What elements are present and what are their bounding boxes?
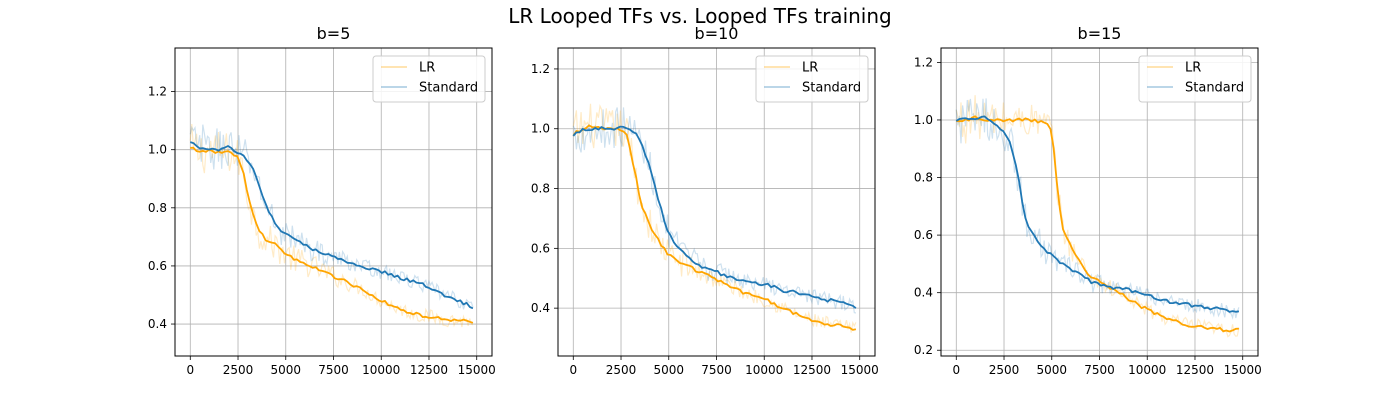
series-line-standard [955, 115, 1240, 313]
subplot-title: b=5 [317, 24, 351, 43]
legend-label-standard: Standard [1185, 81, 1244, 96]
series-line-lr [190, 146, 474, 324]
series-noise-standard [572, 107, 857, 314]
x-tick-label: 2500 [989, 363, 1020, 377]
x-tick-label: 7500 [318, 363, 349, 377]
x-tick-label: 10000 [362, 363, 400, 377]
tick-layer: 0 2500 5000 7500 10000 12500 15000 0.2 0.4 0.6 0.8… [914, 55, 1262, 377]
y-tick-label: 1.2 [914, 55, 933, 69]
x-tick-label: 7500 [701, 363, 732, 377]
series-line-layer [955, 115, 1240, 333]
tick-layer: 0 2500 5000 7500 10000 12500 15000 0.4 0.6 0.8 1.0… [531, 62, 879, 377]
x-tick-label: 0 [186, 363, 194, 377]
y-tick-label: 0.4 [531, 301, 550, 315]
y-tick-label: 0.2 [914, 343, 933, 357]
y-tick-label: 1.0 [914, 113, 933, 127]
legend-label-standard: Standard [419, 81, 478, 96]
series-noise-lr [955, 95, 1240, 338]
x-tick-label: 7500 [1084, 363, 1115, 377]
x-tick-label: 0 [569, 363, 577, 377]
y-tick-label: 0.4 [914, 286, 933, 300]
x-tick-label: 12500 [1176, 363, 1214, 377]
x-tick-label: 15000 [1224, 363, 1262, 377]
y-tick-label: 0.6 [531, 241, 550, 255]
series-line-layer [572, 124, 857, 331]
y-tick-label: 0.6 [148, 259, 167, 273]
legend: LR Standard [755, 55, 869, 103]
y-tick-label: 0.4 [148, 317, 167, 331]
x-tick-label: 2500 [223, 363, 254, 377]
subplot-b15: b=15 0 2500 5000 7500 10000 12500 150000.20.40… [914, 24, 1262, 377]
x-tick-label: 12500 [793, 363, 831, 377]
y-tick-label: 0.8 [914, 171, 933, 185]
subplot-b10: b=10 0 2500 5000 7500 10000 12500 150000.40.60… [531, 24, 879, 377]
legend: LR Standard [1138, 55, 1252, 103]
tick-layer: 0 2500 5000 7500 10000 12500 15000 0.4 0.6 0.8 1.0… [148, 85, 496, 377]
y-tick-label: 1.2 [148, 85, 167, 99]
figure-title: LR Looped TFs vs. Looped TFs training [508, 4, 891, 28]
legend-box [372, 55, 486, 103]
legend: LR Standard [372, 55, 486, 103]
series-noise-lr [189, 124, 474, 328]
series-line-standard [190, 141, 474, 310]
x-tick-label: 10000 [1128, 363, 1166, 377]
subplot-b5: b=5 0 2500 5000 7500 10000 12500 15000 0.4 0.6 0.… [148, 24, 496, 377]
x-tick-label: 5000 [270, 363, 301, 377]
series-line-layer [190, 141, 474, 324]
legend-box [1138, 55, 1252, 103]
subplot-title: b=10 [695, 24, 739, 43]
legend-label-lr: LR [419, 61, 435, 76]
noise-band-layer [189, 124, 474, 328]
series-line-lr [572, 124, 857, 331]
y-tick-label: 1.0 [531, 122, 550, 136]
y-tick-label: 0.6 [914, 228, 933, 242]
y-tick-label: 0.8 [531, 182, 550, 196]
x-tick-label: 12500 [410, 363, 448, 377]
x-tick-label: 5000 [1036, 363, 1067, 377]
x-tick-label: 2500 [606, 363, 637, 377]
y-tick-label: 1.2 [531, 62, 550, 76]
x-tick-label: 5000 [653, 363, 684, 377]
series-noise-standard [955, 98, 1240, 320]
noise-band-layer [955, 95, 1240, 338]
series-noise-standard [189, 124, 474, 310]
series-line-lr [956, 115, 1239, 333]
x-tick-label: 15000 [841, 363, 879, 377]
subplot-title: b=15 [1078, 24, 1122, 43]
x-tick-label: 15000 [458, 363, 496, 377]
legend-label-standard: Standard [802, 81, 861, 96]
y-tick-label: 0.8 [148, 201, 167, 215]
y-tick-label: 1.0 [148, 143, 167, 157]
legend-box [755, 55, 869, 103]
x-tick-label: 10000 [745, 363, 783, 377]
x-tick-label: 0 [952, 363, 960, 377]
legend-label-lr: LR [1185, 61, 1201, 76]
legend-label-lr: LR [802, 61, 818, 76]
series-line-standard [572, 125, 857, 309]
